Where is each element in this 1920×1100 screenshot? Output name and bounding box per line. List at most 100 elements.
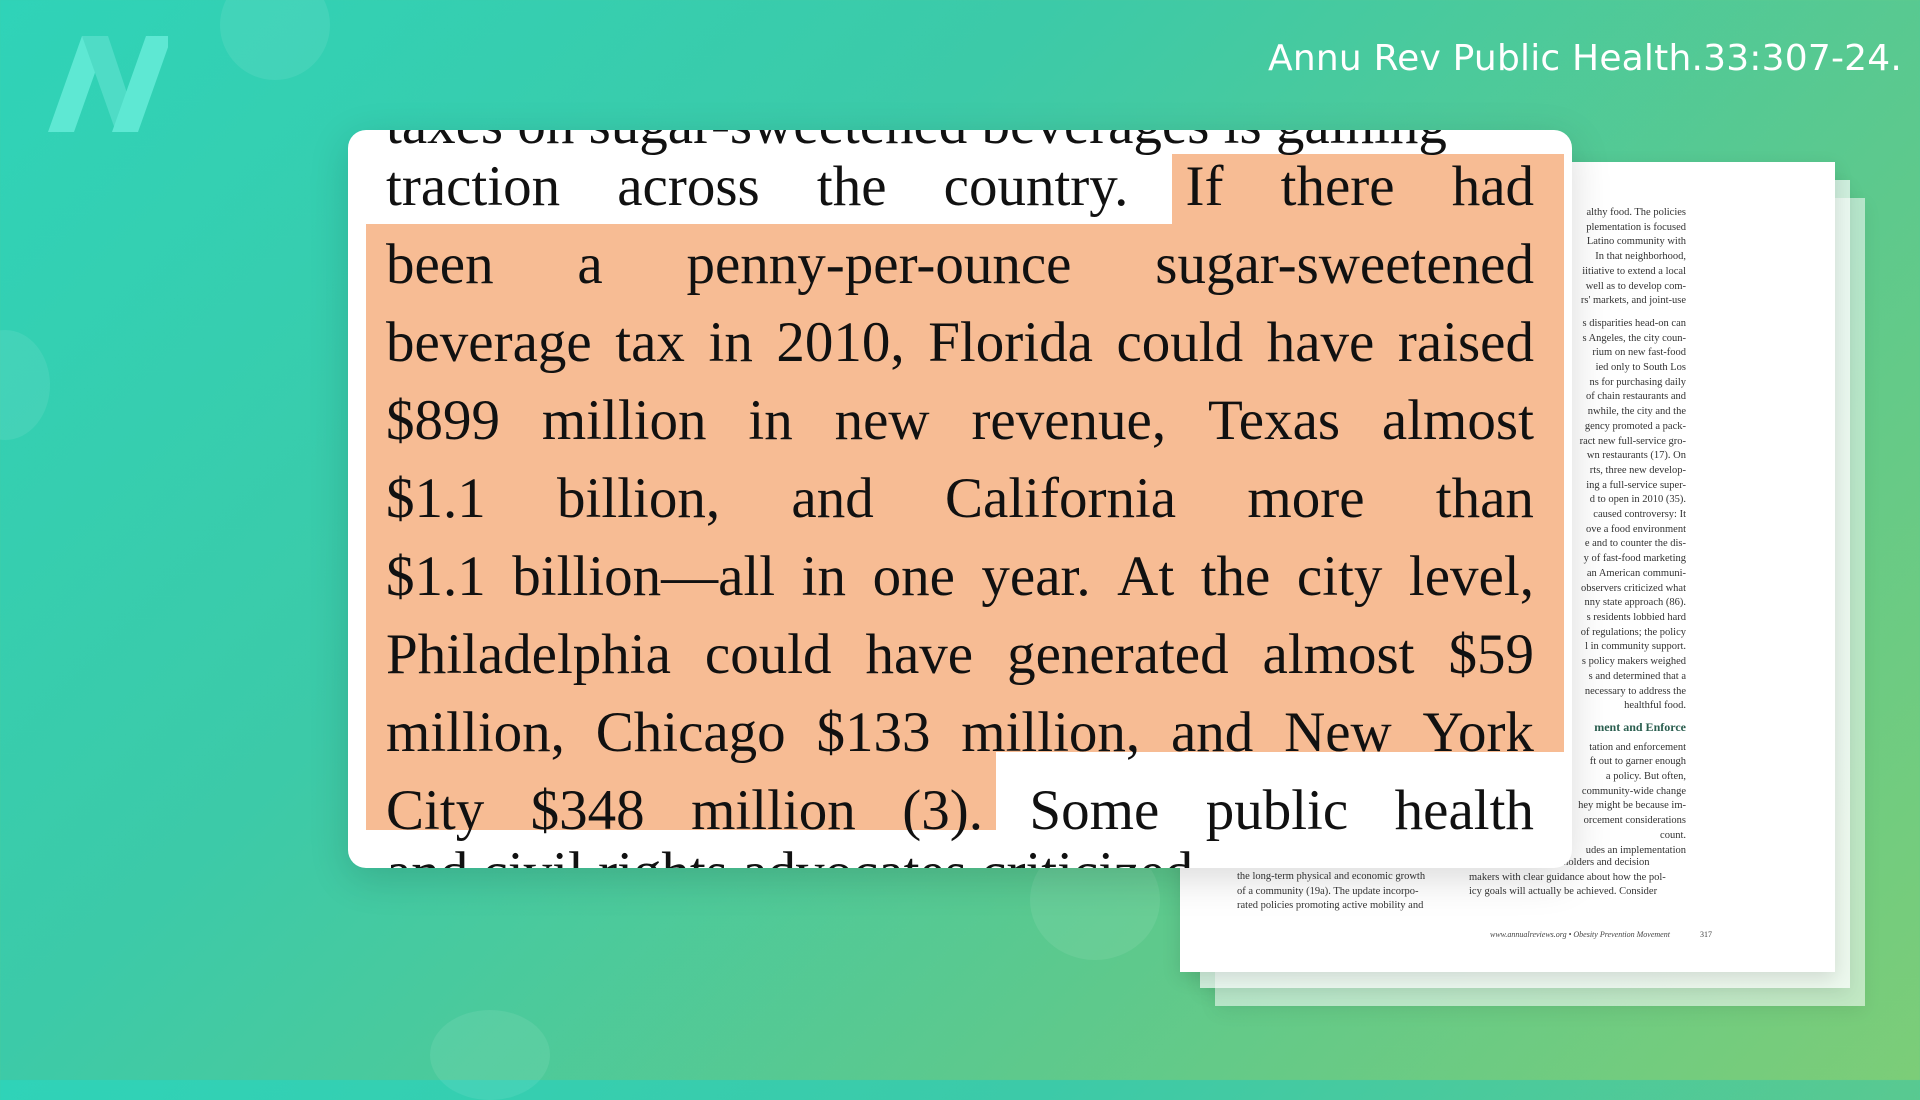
- word: been: [386, 233, 494, 296]
- word: traction: [386, 155, 561, 218]
- text-line: ied only to South Los: [1595, 362, 1686, 374]
- text-line: althy food. The policies: [1586, 207, 1686, 218]
- text-line: s disparities head-on can: [1582, 317, 1686, 329]
- text-line: a policy. But often,: [1605, 771, 1686, 783]
- text-line: healthful food.: [1624, 700, 1686, 712]
- text-line: Latino community with: [1586, 236, 1686, 248]
- right-column-text: althy food. The policies plementation is …: [1570, 206, 1686, 858]
- word: almost: [1381, 389, 1534, 452]
- word: (3).: [902, 779, 983, 842]
- word: million,: [961, 701, 1141, 764]
- text-line: tation and enforcement: [1589, 741, 1686, 753]
- n-logo-icon: [48, 36, 168, 132]
- word: the: [816, 155, 887, 218]
- zoomed-text-line: $1.1 billion—all in one year. At the city level,: [386, 548, 1534, 605]
- word: more: [1247, 467, 1365, 530]
- word: across: [617, 155, 760, 218]
- text-line: s policy makers weighed: [1581, 656, 1686, 668]
- text-line: udes an implementation: [1585, 844, 1686, 856]
- zoomed-text-line: Philadelphia could have generated almost $59: [386, 626, 1534, 683]
- section-heading: ment and Enforce: [1594, 719, 1686, 734]
- word: and: [1170, 701, 1254, 764]
- text-line: s Angeles, the city coun-: [1582, 332, 1686, 344]
- word: one: [872, 545, 955, 608]
- text-line: d to open in 2010 (35).: [1589, 494, 1686, 506]
- word: a: [577, 233, 603, 296]
- text-line: ns for purchasing daily: [1589, 376, 1686, 388]
- text-line: wn restaurants (17). On: [1586, 450, 1686, 462]
- word: and: [791, 467, 874, 530]
- text-line: observers criticized what: [1581, 582, 1686, 594]
- word: in: [748, 389, 793, 452]
- word: City: [386, 779, 485, 842]
- text-line: gency promoted a pack-: [1584, 420, 1686, 432]
- text-line: makers with clear guidance about how the…: [1469, 871, 1666, 883]
- word: York: [1422, 701, 1534, 764]
- zoomed-text-line: $1.1 billion, and California more than: [386, 470, 1534, 527]
- page-footer: www.annualreviews.org • Obesity Preventi…: [1490, 930, 1670, 939]
- text-line: icy goals will actually be achieved. Con…: [1469, 886, 1658, 898]
- text-line: s and determined that a: [1588, 670, 1686, 682]
- cut-off-text: and civil rights advocates criticized: [386, 844, 1193, 868]
- word: Some: [1029, 779, 1160, 842]
- word: new: [834, 389, 930, 452]
- word: in: [801, 545, 847, 608]
- text-line: well as to develop com-: [1585, 280, 1686, 292]
- text-line: necessary to address the: [1584, 685, 1686, 697]
- page-number: 317: [1700, 930, 1712, 939]
- text-line: orcement considerations: [1583, 815, 1686, 827]
- word: in: [708, 311, 753, 374]
- zoomed-text-line: beverage tax in 2010, Florida could have raised: [386, 314, 1534, 371]
- word: have: [865, 623, 974, 686]
- word: tax: [615, 311, 685, 374]
- word: country.: [943, 155, 1129, 218]
- zoomed-text-line: traction across the country. If there had: [386, 158, 1534, 215]
- text-line: ft out to garner enough: [1589, 756, 1686, 768]
- word: beverage: [386, 311, 592, 374]
- word: Florida: [928, 311, 1093, 374]
- text-line: s residents lobbied hard: [1586, 611, 1686, 623]
- word: level,: [1408, 545, 1534, 608]
- word: million: [541, 389, 707, 452]
- word: Chicago: [595, 701, 786, 764]
- text-line: of regulations; the policy: [1580, 626, 1686, 638]
- text-line: plementation is focused: [1586, 221, 1686, 233]
- word: year.: [981, 545, 1091, 608]
- text-line: an American communi-: [1586, 567, 1686, 579]
- text-line: e and to counter the dis-: [1584, 538, 1686, 550]
- bokeh-circle: [0, 330, 50, 440]
- word: million: [691, 779, 856, 842]
- highlight-region: [1172, 154, 1564, 224]
- zoomed-text-line: City $348 million (3). Some public health: [386, 782, 1534, 839]
- word: public: [1205, 779, 1349, 842]
- bottom-left-column-text: the long-term physical and economic grow…: [1237, 870, 1455, 914]
- text-line: nny state approach (86).: [1584, 597, 1686, 609]
- word: than: [1435, 467, 1534, 530]
- word: New: [1284, 701, 1392, 764]
- zoomed-text-line: $899 million in new revenue, Texas almost: [386, 392, 1534, 449]
- cut-off-text-line: and civil rights advocates criticized: [386, 844, 1534, 868]
- word: billion,: [557, 467, 721, 530]
- word: $899: [386, 389, 500, 452]
- word: California: [945, 467, 1177, 530]
- word: raised: [1397, 311, 1534, 374]
- bokeh-circle: [220, 0, 330, 80]
- word: $133: [816, 701, 931, 764]
- text-line: rs' markets, and joint-use: [1580, 295, 1686, 307]
- cut-off-text: taxes on sugar-sweetened beverages is ga…: [386, 130, 1447, 153]
- highlight-region: [366, 224, 1564, 752]
- text-line: In that neighborhood,: [1595, 251, 1686, 263]
- text-line: ing a full-service super-: [1586, 479, 1686, 491]
- word: $59: [1448, 623, 1534, 686]
- word: $1.1: [386, 467, 486, 530]
- word: have: [1266, 311, 1375, 374]
- text-line: community-wide change: [1581, 785, 1686, 797]
- word: million,: [386, 701, 565, 764]
- word: $1.1: [386, 545, 486, 608]
- word: health: [1394, 779, 1534, 842]
- word: Texas: [1207, 389, 1341, 452]
- text-line: rts, three new develop-: [1589, 464, 1686, 476]
- text-line: of chain restaurants and: [1585, 391, 1686, 403]
- text-line: count.: [1660, 829, 1686, 841]
- zoomed-text-card: taxes on sugar-sweetened beverages is ga…: [348, 130, 1572, 868]
